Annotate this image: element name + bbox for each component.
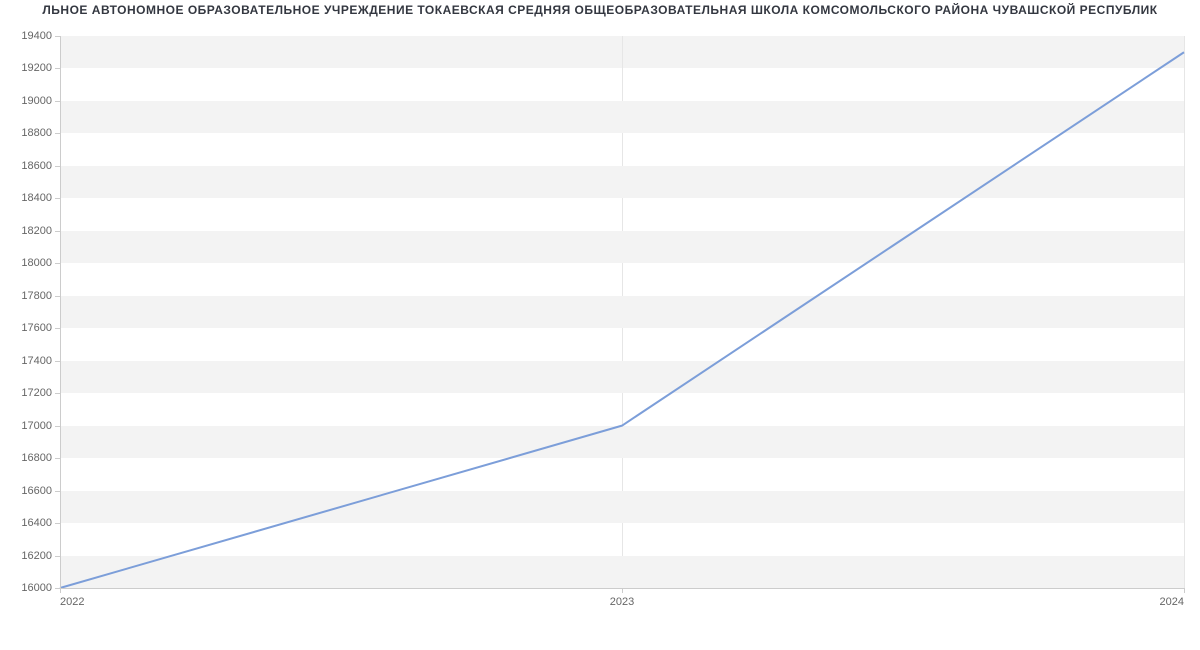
chart-container: ЛЬНОЕ АВТОНОМНОЕ ОБРАЗОВАТЕЛЬНОЕ УЧРЕЖДЕ… — [0, 0, 1200, 650]
x-tick-mark — [60, 588, 61, 593]
y-tick-label: 17200 — [21, 387, 52, 399]
y-tick-label: 18400 — [21, 192, 52, 204]
x-tick-mark — [1184, 588, 1185, 593]
y-axis-line — [60, 36, 61, 588]
x-gridline — [1184, 36, 1185, 588]
x-tick-label: 2022 — [60, 596, 84, 608]
y-tick-label: 16000 — [21, 582, 52, 594]
y-tick-label: 18600 — [21, 160, 52, 172]
y-tick-label: 18800 — [21, 127, 52, 139]
y-tick-label: 16400 — [21, 517, 52, 529]
y-tick-label: 17000 — [21, 420, 52, 432]
line-series — [60, 36, 1184, 588]
y-tick-label: 19400 — [21, 30, 52, 42]
plot-area: 1600016200164001660016800170001720017400… — [60, 36, 1184, 588]
y-tick-label: 19000 — [21, 95, 52, 107]
y-tick-label: 19200 — [21, 62, 52, 74]
y-tick-label: 16800 — [21, 452, 52, 464]
x-tick-label: 2023 — [610, 596, 634, 608]
y-tick-label: 17800 — [21, 290, 52, 302]
chart-title: ЛЬНОЕ АВТОНОМНОЕ ОБРАЗОВАТЕЛЬНОЕ УЧРЕЖДЕ… — [0, 3, 1200, 17]
y-tick-label: 16200 — [21, 550, 52, 562]
x-tick-mark — [622, 588, 623, 593]
y-tick-label: 17600 — [21, 322, 52, 334]
y-tick-label: 17400 — [21, 355, 52, 367]
y-tick-label: 16600 — [21, 485, 52, 497]
x-tick-label: 2024 — [1160, 596, 1184, 608]
y-tick-label: 18200 — [21, 225, 52, 237]
y-tick-label: 18000 — [21, 257, 52, 269]
